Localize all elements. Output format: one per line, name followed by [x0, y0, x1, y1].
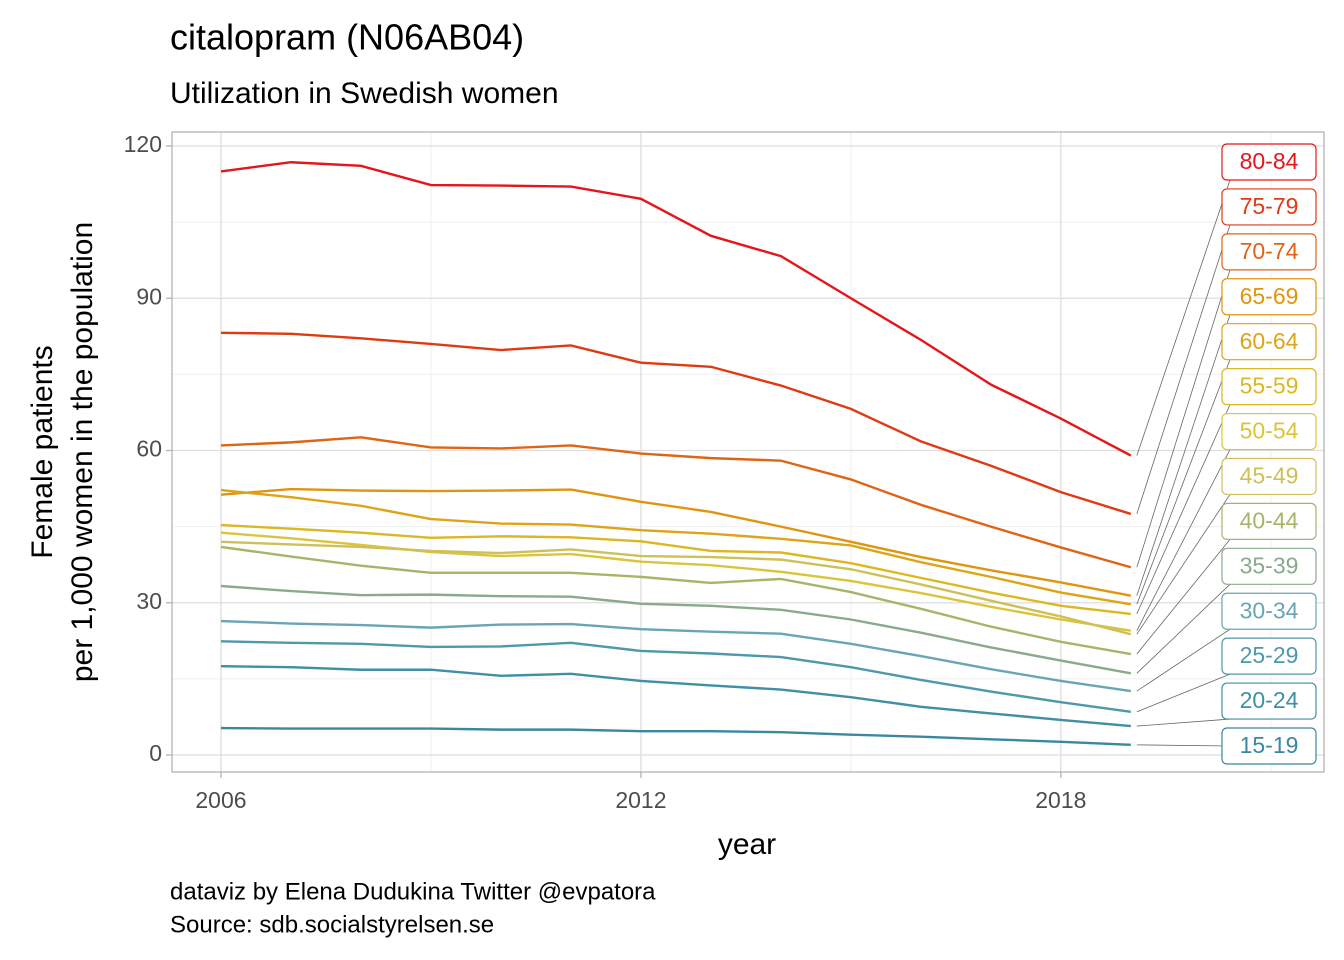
label-box	[1221, 278, 1317, 316]
chart-title: citalopram (N06AB04)	[170, 17, 524, 58]
x-tick-label: 2012	[615, 787, 666, 813]
y-tick-label: 0	[149, 740, 162, 766]
series-line	[220, 331, 1132, 516]
y-tick-label: 30	[136, 588, 162, 614]
leader-line	[1136, 673, 1231, 713]
series-line	[220, 531, 1132, 632]
series-label: 65-69	[1240, 283, 1299, 309]
label-box	[1221, 368, 1317, 406]
label-box	[1221, 592, 1317, 630]
leader-line	[1136, 224, 1231, 515]
chart-subtitle: Utilization in Swedish women	[170, 77, 559, 110]
series-line	[220, 545, 1132, 656]
label-box	[1221, 323, 1317, 361]
leader-line	[1136, 539, 1231, 655]
series-label: 45-49	[1240, 463, 1299, 489]
series-label: 50-54	[1240, 418, 1299, 444]
series-label: 55-59	[1240, 373, 1299, 399]
leader-line	[1136, 744, 1231, 747]
series-label: 80-84	[1240, 148, 1299, 174]
series-label: 15-19	[1240, 732, 1299, 758]
leader-line	[1136, 584, 1231, 674]
series-label: 20-24	[1240, 687, 1299, 713]
series-line	[220, 523, 1131, 616]
series-line	[220, 161, 1132, 457]
label-box	[1221, 412, 1317, 451]
series-line	[220, 619, 1132, 693]
y-tick-label: 60	[136, 436, 162, 462]
y-axis-label: per 1,000 women in the population	[66, 222, 99, 682]
leader-line	[1136, 179, 1231, 456]
panel	[172, 132, 1324, 772]
series-label: 70-74	[1240, 238, 1299, 264]
label-box	[1221, 188, 1317, 226]
series-label: 25-29	[1240, 642, 1299, 668]
leader-line	[1136, 628, 1231, 692]
series-line	[220, 540, 1132, 636]
label-box	[1221, 682, 1317, 720]
caption: Source: sdb.socialstyrelsen.se	[170, 911, 494, 938]
series-line	[220, 664, 1131, 728]
x-axis-label: year	[718, 828, 776, 861]
leader-line	[1136, 718, 1231, 727]
label-box	[1221, 233, 1317, 271]
series-label: 35-39	[1240, 552, 1299, 578]
series-label: 40-44	[1240, 507, 1299, 533]
series-line	[220, 436, 1132, 569]
series-line	[220, 640, 1131, 714]
series-label: 30-34	[1240, 597, 1299, 623]
x-tick-label: 2018	[1035, 787, 1086, 813]
label-box	[1221, 637, 1317, 675]
y-axis-label: Female patients	[26, 345, 59, 558]
label-box	[1221, 502, 1317, 540]
panel-border	[171, 131, 1325, 773]
label-box	[1221, 727, 1317, 765]
x-tick-label: 2006	[195, 787, 246, 813]
leader-line	[1136, 269, 1231, 568]
series-line	[220, 487, 1132, 597]
caption: dataviz by Elena Dudukina Twitter @evpat…	[170, 878, 656, 905]
y-tick-label: 120	[124, 131, 162, 157]
series-line	[220, 726, 1131, 747]
series-line	[220, 584, 1132, 675]
y-tick-label: 90	[136, 283, 162, 309]
series-label: 60-64	[1240, 328, 1299, 354]
series-line	[220, 488, 1132, 606]
leader-line	[1136, 359, 1231, 605]
label-box	[1221, 143, 1317, 181]
leader-line	[1136, 314, 1231, 596]
label-box	[1221, 457, 1317, 496]
leader-line	[1136, 449, 1231, 631]
leader-line	[1136, 494, 1231, 635]
label-box	[1221, 547, 1317, 585]
series-label: 75-79	[1240, 193, 1299, 219]
leader-line	[1136, 404, 1231, 615]
